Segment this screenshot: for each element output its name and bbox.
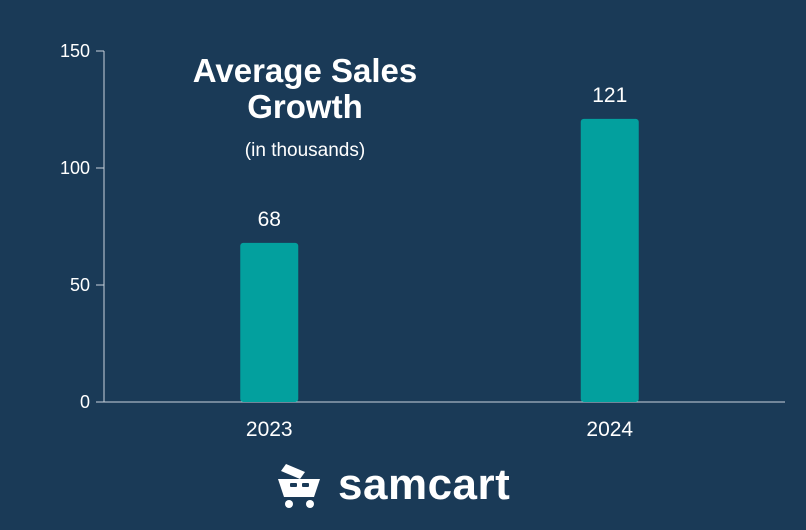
bar-value-label: 68 [258,208,281,231]
y-tick-label: 100 [60,158,90,178]
y-tick-label: 50 [70,275,90,295]
y-tick-label: 0 [80,392,90,412]
bar [580,118,639,403]
brand-name: samcart [338,460,511,509]
chart-title-line-1: Average Sales [192,52,418,89]
bar [240,242,299,402]
x-tick-label: 2024 [586,418,633,441]
y-tick-label: 150 [60,41,90,61]
brand-logo: samcart [272,459,510,511]
bar-value-label: 121 [592,84,627,107]
chart-title-line-2: Growth [247,88,363,125]
chart-subtitle: (in thousands) [244,140,366,161]
x-tick-label: 2023 [246,418,293,441]
shopping-cart-icon [278,464,320,508]
